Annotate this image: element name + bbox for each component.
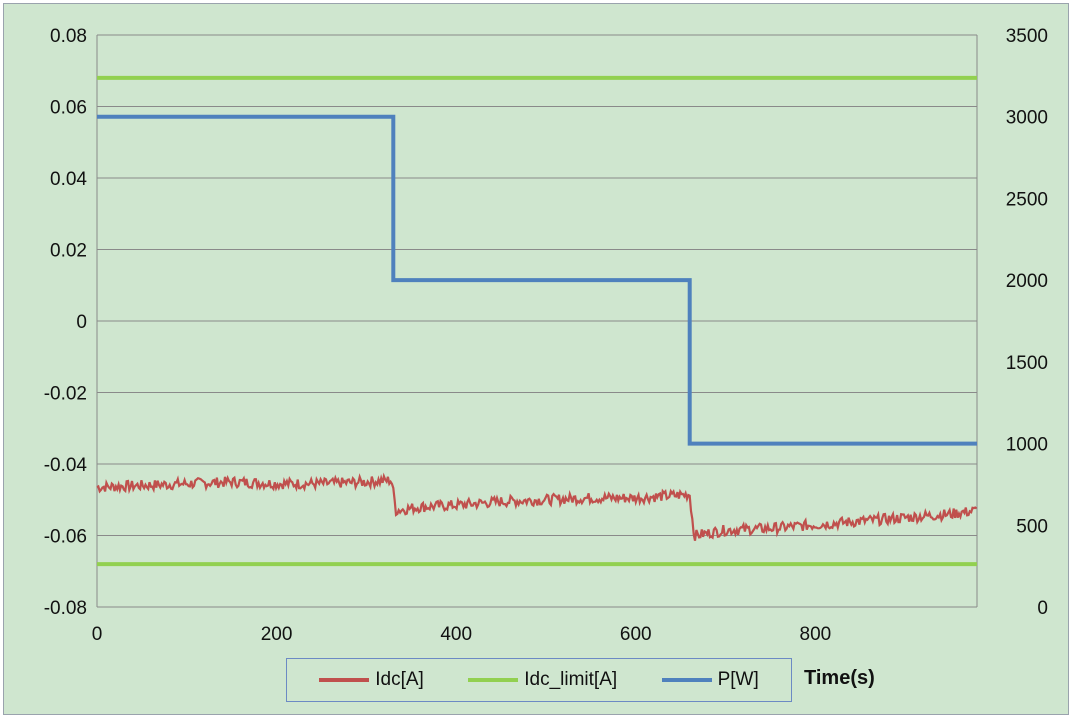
y2-tick-label: 1000 — [1006, 435, 1048, 456]
y2-tick-label: 500 — [1016, 516, 1048, 537]
legend-item-power: P[W] — [661, 669, 759, 691]
y-tick-label: 0.06 — [50, 98, 87, 119]
y2-tick-label: 2500 — [1006, 189, 1048, 210]
x-tick-label: 600 — [620, 624, 652, 645]
x-tick-label: 400 — [440, 624, 472, 645]
legend-label-idc: Idc[A] — [375, 669, 424, 690]
x-axis-title: Time(s) — [804, 667, 875, 689]
x-tick-label: 200 — [261, 624, 293, 645]
legend-label-idc-limit: Idc_limit[A] — [524, 669, 618, 690]
x-tick-label: 0 — [92, 624, 103, 645]
x-tick-label: 800 — [800, 624, 832, 645]
chart-legend: Idc[A] Idc_limit[A] P[W] — [286, 658, 792, 702]
y-tick-label: 0.02 — [50, 241, 87, 262]
legend-swatch-power — [661, 678, 712, 682]
y-tick-label: 0.04 — [50, 169, 87, 190]
y2-tick-label: 0 — [1037, 598, 1048, 619]
legend-label-power: P[W] — [717, 669, 759, 690]
y-tick-label: 0.08 — [50, 26, 87, 47]
y-tick-label: -0.02 — [44, 384, 87, 405]
y-tick-label: -0.04 — [44, 455, 88, 476]
legend-swatch-idc — [319, 678, 370, 682]
y-tick-label: -0.08 — [44, 598, 87, 619]
y2-tick-label: 2000 — [1006, 271, 1048, 292]
y2-tick-label: 1500 — [1006, 353, 1048, 374]
y-tick-label: 0 — [76, 312, 87, 333]
legend-item-idc-limit: Idc_limit[A] — [468, 669, 617, 691]
y2-tick-label: 3500 — [1006, 26, 1048, 47]
y-tick-label: -0.06 — [44, 527, 87, 548]
y2-tick-label: 3000 — [1006, 108, 1048, 129]
chart-area — [3, 3, 1069, 715]
legend-swatch-idc-limit — [468, 678, 519, 682]
series-line-idc-a — [96, 472, 978, 541]
legend-item-idc: Idc[A] — [319, 669, 424, 691]
series-line-p-w — [97, 114, 977, 446]
